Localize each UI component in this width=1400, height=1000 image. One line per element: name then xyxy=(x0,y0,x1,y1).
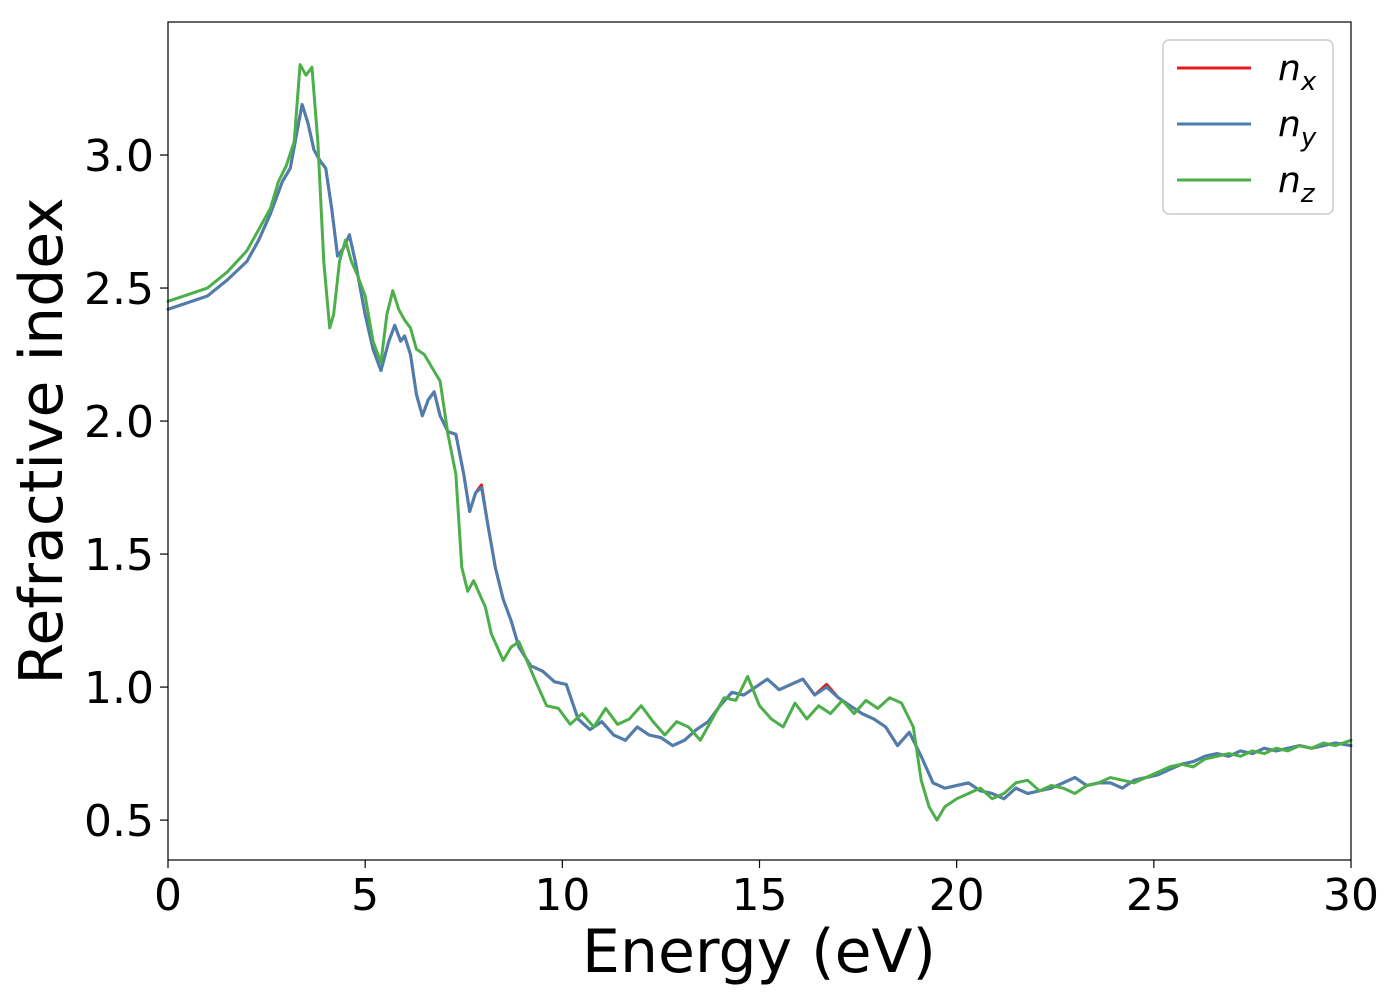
plot-background xyxy=(168,22,1351,860)
legend-label-base: n xyxy=(1278,104,1301,145)
legend-label-subscript: y xyxy=(1300,123,1317,153)
series-layer xyxy=(166,63,1353,822)
y-tick-label: 1.0 xyxy=(84,663,154,714)
y-tick-label: 1.5 xyxy=(84,530,154,581)
x-tick-label: 0 xyxy=(154,870,182,921)
legend-label-nz: nz xyxy=(1278,160,1316,209)
y-tick-label: 2.0 xyxy=(84,397,154,448)
legend-label-subscript: z xyxy=(1300,179,1316,209)
x-tick-label: 10 xyxy=(534,870,590,921)
legend-label-subscript: x xyxy=(1300,67,1317,97)
x-tick-label: 5 xyxy=(351,870,379,921)
x-tick-label: 15 xyxy=(732,870,788,921)
y-tick-label: 3.0 xyxy=(84,131,154,182)
legend-label-ny: ny xyxy=(1278,104,1317,153)
x-axis-ticks: 0 5 10 15 20 25 30 xyxy=(154,860,1379,921)
legend-label-base: n xyxy=(1278,48,1301,89)
y-tick-label: 2.5 xyxy=(84,264,154,315)
y-axis-label: Refractive index xyxy=(7,197,77,684)
y-tick-label: 0.5 xyxy=(84,796,154,847)
x-axis-label: Energy (eV) xyxy=(582,917,936,987)
legend-frame xyxy=(1162,39,1334,215)
legend-label-nx: nx xyxy=(1278,48,1317,97)
series-line-nz xyxy=(166,63,1353,822)
x-tick-label: 20 xyxy=(929,870,985,921)
y-axis-ticks: 0.5 1.0 1.5 2.0 2.5 3.0 xyxy=(84,131,168,847)
series-line-ny xyxy=(166,102,1353,801)
x-tick-label: 25 xyxy=(1126,870,1182,921)
x-tick-label: 30 xyxy=(1323,870,1379,921)
legend-label-base: n xyxy=(1278,160,1301,201)
